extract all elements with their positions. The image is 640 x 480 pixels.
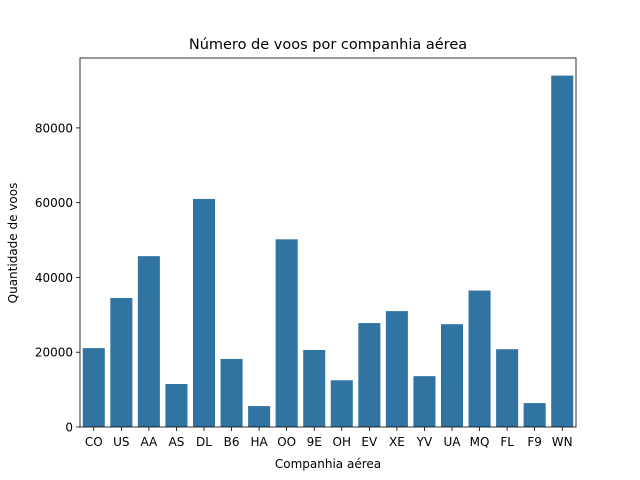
bar-ev bbox=[358, 323, 381, 427]
bar-ha bbox=[248, 406, 271, 427]
bar-xe bbox=[385, 311, 408, 427]
x-tick-label: XE bbox=[389, 435, 405, 449]
bar-oh bbox=[330, 380, 353, 427]
x-tick-label: MQ bbox=[470, 435, 490, 449]
x-tick-label: CO bbox=[85, 435, 103, 449]
bar-yv bbox=[413, 376, 436, 427]
x-tick-label: US bbox=[113, 435, 129, 449]
y-tick-label: 40000 bbox=[35, 271, 73, 285]
bar-b6 bbox=[220, 358, 243, 427]
y-axis-ticks: 0 20000 40000 60000 80000 bbox=[35, 121, 80, 435]
bar-dl bbox=[192, 198, 216, 427]
y-tick-label: 60000 bbox=[35, 196, 73, 210]
bar-oo bbox=[275, 239, 298, 427]
bar-aa bbox=[137, 256, 160, 427]
x-tick-label: AS bbox=[169, 435, 185, 449]
bar-co bbox=[82, 348, 105, 427]
x-tick-label: 9E bbox=[307, 435, 322, 449]
x-axis-ticks: CO US AA AS DL B6 HA OO 9E OH EV XE YV UA MQ FL F9 WN bbox=[85, 427, 573, 449]
bars-group bbox=[82, 75, 574, 428]
bar-mq bbox=[468, 290, 491, 427]
bar-fl bbox=[496, 349, 519, 427]
bar-as bbox=[165, 384, 188, 427]
x-tick-label: DL bbox=[196, 435, 212, 449]
x-tick-label: FL bbox=[500, 435, 514, 449]
x-axis-title: Companhia aérea bbox=[275, 457, 381, 471]
y-tick-label: 0 bbox=[65, 421, 73, 435]
x-tick-label: UA bbox=[444, 435, 462, 449]
y-tick-label: 80000 bbox=[35, 121, 73, 135]
y-axis-title: Quantidade de voos bbox=[6, 183, 20, 304]
x-tick-label: YV bbox=[416, 435, 433, 449]
bar-f9 bbox=[523, 403, 546, 427]
bar-9e bbox=[303, 349, 326, 427]
x-tick-label: OH bbox=[333, 435, 351, 449]
x-tick-label: F9 bbox=[527, 435, 542, 449]
bar-ua bbox=[440, 324, 464, 427]
bar-us bbox=[110, 298, 133, 427]
y-tick-label: 20000 bbox=[35, 346, 73, 360]
x-tick-label: B6 bbox=[224, 435, 240, 449]
x-tick-label: WN bbox=[552, 435, 573, 449]
chart-title: Número de voos por companhia aérea bbox=[189, 37, 467, 53]
x-tick-label: HA bbox=[250, 435, 268, 449]
plot-frame bbox=[79, 57, 577, 428]
x-tick-label: OO bbox=[277, 435, 296, 449]
bar-wn bbox=[551, 75, 574, 428]
x-tick-label: AA bbox=[141, 435, 159, 449]
x-tick-label: EV bbox=[361, 435, 378, 449]
